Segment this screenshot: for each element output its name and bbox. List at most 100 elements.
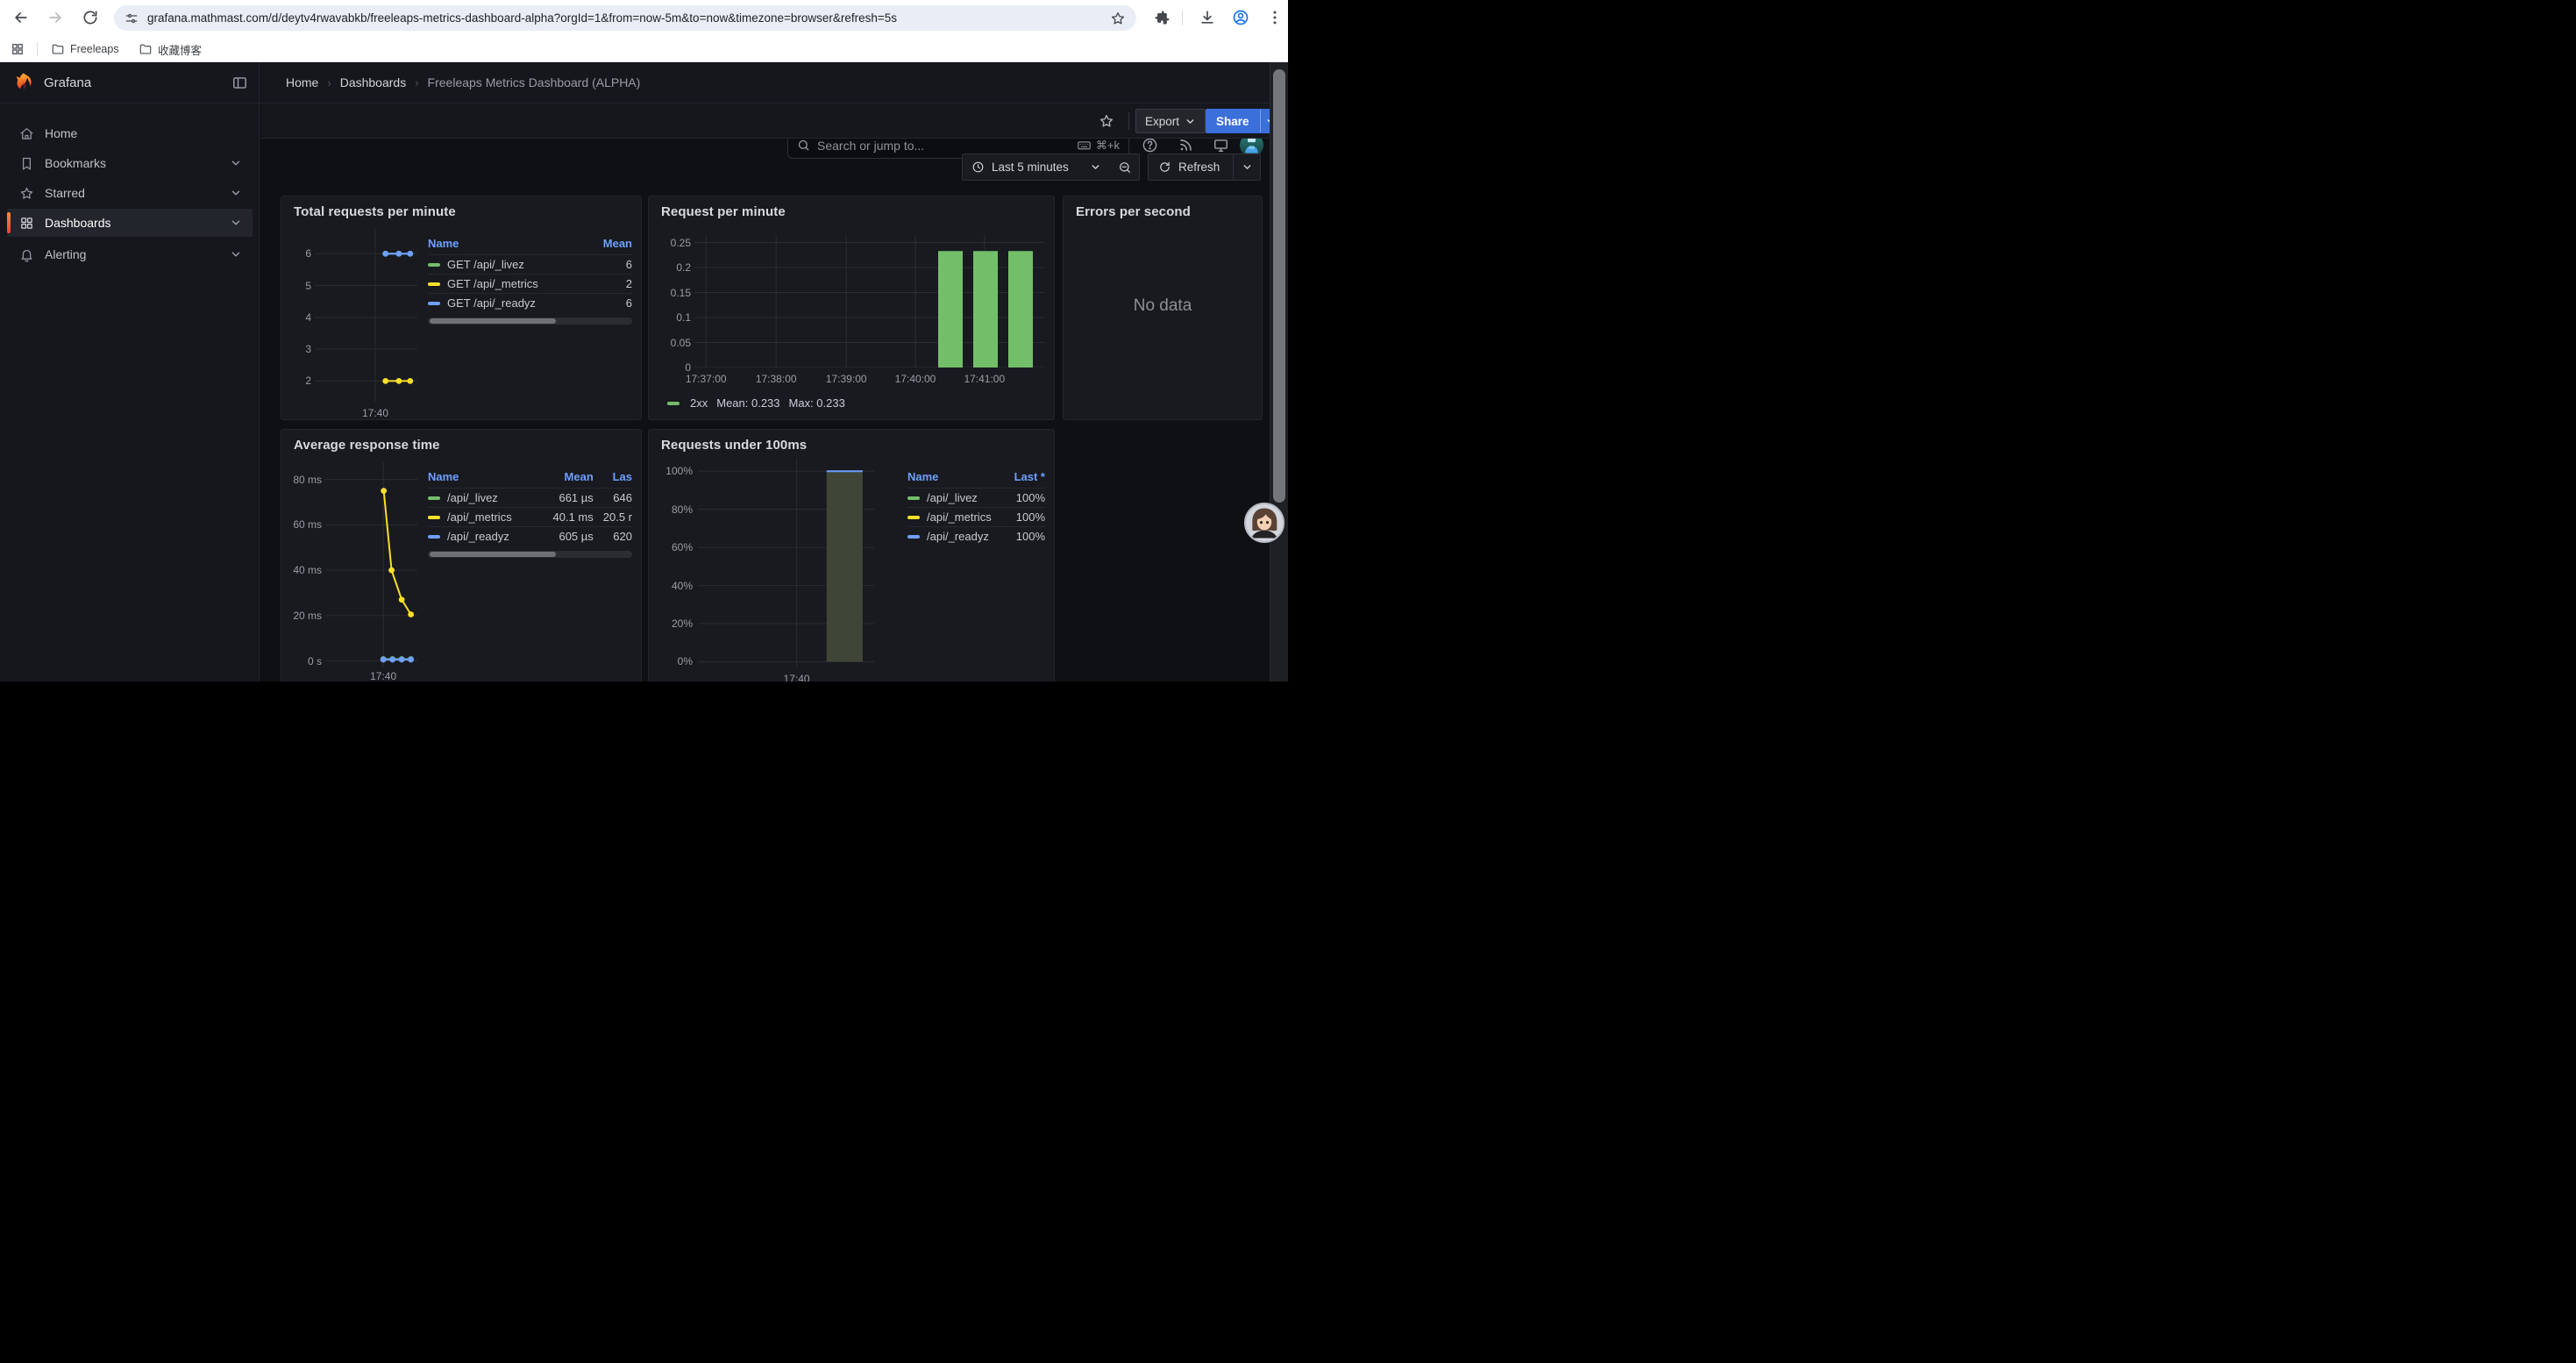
legend-row[interactable]: /api/_livez661 µs646	[428, 489, 632, 508]
panel-title[interactable]: Average response time	[294, 438, 440, 453]
legend-scrollbar-thumb[interactable]	[430, 318, 556, 324]
legend-row[interactable]: GET /api/_metrics2	[428, 275, 632, 294]
legend-row[interactable]: /api/_metrics100%	[907, 508, 1045, 527]
legend-swatch	[907, 535, 920, 539]
legend-column-header[interactable]: Name	[428, 468, 539, 489]
panel-requests-under-100ms[interactable]: Requests under 100ms 100%80%60%40%20%0% …	[648, 429, 1055, 682]
legend-row[interactable]: /api/_metrics40.1 ms20.5 r	[428, 508, 632, 527]
sidebar-item-bookmarks[interactable]: Bookmarks	[7, 149, 253, 177]
back-icon[interactable]	[12, 9, 30, 26]
legend-column-header[interactable]: Mean	[539, 468, 594, 489]
legend-inline[interactable]: 2xx Mean: 0.233 Max: 0.233	[667, 396, 845, 410]
panel-title[interactable]: Request per minute	[661, 204, 786, 219]
legend-table[interactable]: NameMeanLas/api/_livez661 µs646/api/_met…	[428, 468, 632, 558]
legend-table[interactable]: NameLast */api/_livez100%/api/_metrics10…	[907, 468, 1045, 546]
y-tick-label: 80%	[672, 503, 693, 516]
refresh-interval-chevron[interactable]	[1233, 153, 1261, 181]
reload-icon[interactable]	[82, 9, 99, 26]
legend-column-header[interactable]: Las	[594, 468, 632, 489]
download-icon[interactable]	[1199, 9, 1216, 26]
legend-column-header[interactable]: Name	[907, 468, 1008, 489]
panel-title[interactable]: Total requests per minute	[294, 204, 456, 219]
search-icon	[797, 139, 810, 152]
legend-series-name[interactable]: GET /api/_readyz	[447, 296, 536, 310]
chevron-down-icon[interactable]	[230, 187, 242, 199]
chevron-down-icon	[1185, 116, 1196, 127]
legend-series-name[interactable]: /api/_readyz	[927, 530, 989, 543]
legend-series-name[interactable]: /api/_readyz	[447, 530, 509, 543]
x-axis-labels: 17:40	[315, 407, 417, 423]
url-text[interactable]: grafana.mathmast.com/d/deytv4rwavabkb/fr…	[147, 11, 1101, 25]
legend-series-name[interactable]: GET /api/_livez	[447, 258, 524, 271]
page-scrollbar[interactable]	[1270, 62, 1288, 682]
legend-series-name[interactable]: GET /api/_metrics	[447, 277, 538, 290]
forward-icon[interactable]	[46, 9, 64, 26]
brand-name[interactable]: Grafana	[44, 75, 91, 90]
chart-plot[interactable]	[325, 461, 417, 667]
legend-row[interactable]: GET /api/_readyz6	[428, 294, 632, 313]
chart-plot[interactable]	[694, 235, 1045, 368]
sidebar-item-starred[interactable]: Starred	[7, 179, 253, 207]
breadcrumb-dashboards[interactable]: Dashboards	[340, 75, 407, 89]
panel-title[interactable]: Requests under 100ms	[661, 438, 807, 453]
chart-plot[interactable]	[698, 458, 874, 667]
bookmark-folder-freeleaps[interactable]: Freeleaps	[51, 40, 119, 58]
sidebar-item-dashboards[interactable]: Dashboards	[7, 209, 253, 237]
legend-table[interactable]: NameMeanGET /api/_livez6GET /api/_metric…	[428, 235, 632, 325]
legend-series-name[interactable]: 2xx	[690, 396, 708, 410]
x-tick-label: 17:40	[362, 407, 388, 419]
legend-row[interactable]: /api/_readyz100%	[907, 527, 1045, 546]
site-settings-icon[interactable]	[125, 11, 139, 25]
legend-row[interactable]: GET /api/_livez6	[428, 255, 632, 275]
floating-assistant-avatar[interactable]	[1244, 503, 1284, 543]
legend-series-name[interactable]: /api/_livez	[927, 491, 978, 504]
panel-title[interactable]: Errors per second	[1076, 204, 1191, 219]
grafana-logo-icon[interactable]	[11, 71, 35, 95]
legend-value: 40.1 ms	[539, 508, 594, 527]
sidebar-item-alerting[interactable]: Alerting	[7, 240, 253, 268]
y-tick-label: 0 s	[308, 655, 322, 667]
clock-icon	[971, 161, 985, 174]
legend-column-header[interactable]: Name	[428, 235, 589, 255]
legend-scrollbar-thumb[interactable]	[430, 552, 556, 557]
legend-series-name[interactable]: /api/_livez	[447, 491, 498, 504]
refresh-button[interactable]: Refresh	[1148, 153, 1234, 181]
keyboard-icon	[1077, 138, 1092, 153]
zoom-out-time-button[interactable]	[1110, 153, 1140, 181]
browser-menu-icon[interactable]	[1266, 9, 1284, 26]
news-icon[interactable]	[1178, 137, 1194, 153]
chevron-down-icon[interactable]	[230, 248, 242, 260]
legend-row[interactable]: /api/_livez100%	[907, 489, 1045, 508]
sidebar-item-home[interactable]: Home	[7, 119, 253, 147]
legend-column-header[interactable]: Mean	[589, 235, 632, 255]
bookmark-star-icon[interactable]	[1110, 11, 1126, 26]
legend-scrollbar[interactable]	[428, 318, 632, 325]
address-bar[interactable]: grafana.mathmast.com/d/deytv4rwavabkb/fr…	[114, 5, 1136, 31]
favorite-dashboard-icon[interactable]	[1099, 113, 1114, 129]
legend-column-header[interactable]: Last *	[1008, 468, 1045, 489]
monitor-icon[interactable]	[1213, 137, 1229, 153]
panel-total-requests[interactable]: Total requests per minute 65432 17:40 Na…	[281, 196, 642, 420]
chart-plot[interactable]	[315, 230, 417, 402]
scrollbar-thumb[interactable]	[1273, 69, 1285, 503]
panel-request-per-minute[interactable]: Request per minute 0.250.20.150.10.050 1…	[648, 196, 1055, 420]
legend-row[interactable]: /api/_readyz605 µs620	[428, 527, 632, 546]
extensions-icon[interactable]	[1153, 9, 1171, 26]
profile-icon[interactable]	[1232, 9, 1249, 26]
chevron-down-icon[interactable]	[230, 157, 242, 169]
x-tick-label: 17:39:00	[826, 373, 867, 385]
legend-scrollbar[interactable]	[428, 551, 632, 558]
help-icon[interactable]	[1142, 137, 1158, 153]
legend-series-name[interactable]: /api/_metrics	[447, 510, 512, 524]
apps-grid-icon[interactable]	[11, 40, 25, 58]
export-button[interactable]: Export	[1135, 109, 1206, 133]
chevron-down-icon[interactable]	[230, 217, 242, 229]
legend-series-name[interactable]: /api/_metrics	[927, 510, 992, 524]
x-axis-labels: 17:40	[325, 670, 417, 682]
time-range-picker[interactable]: Last 5 minutes	[962, 153, 1111, 181]
breadcrumb-home[interactable]: Home	[286, 75, 318, 89]
sidebar-toggle-icon[interactable]	[231, 75, 248, 91]
bookmark-folder-blogs[interactable]: 收藏博客	[139, 40, 202, 58]
panel-errors-per-second[interactable]: Errors per second No data	[1063, 196, 1263, 420]
panel-avg-response-time[interactable]: Average response time 80 ms60 ms40 ms20 …	[281, 429, 642, 682]
